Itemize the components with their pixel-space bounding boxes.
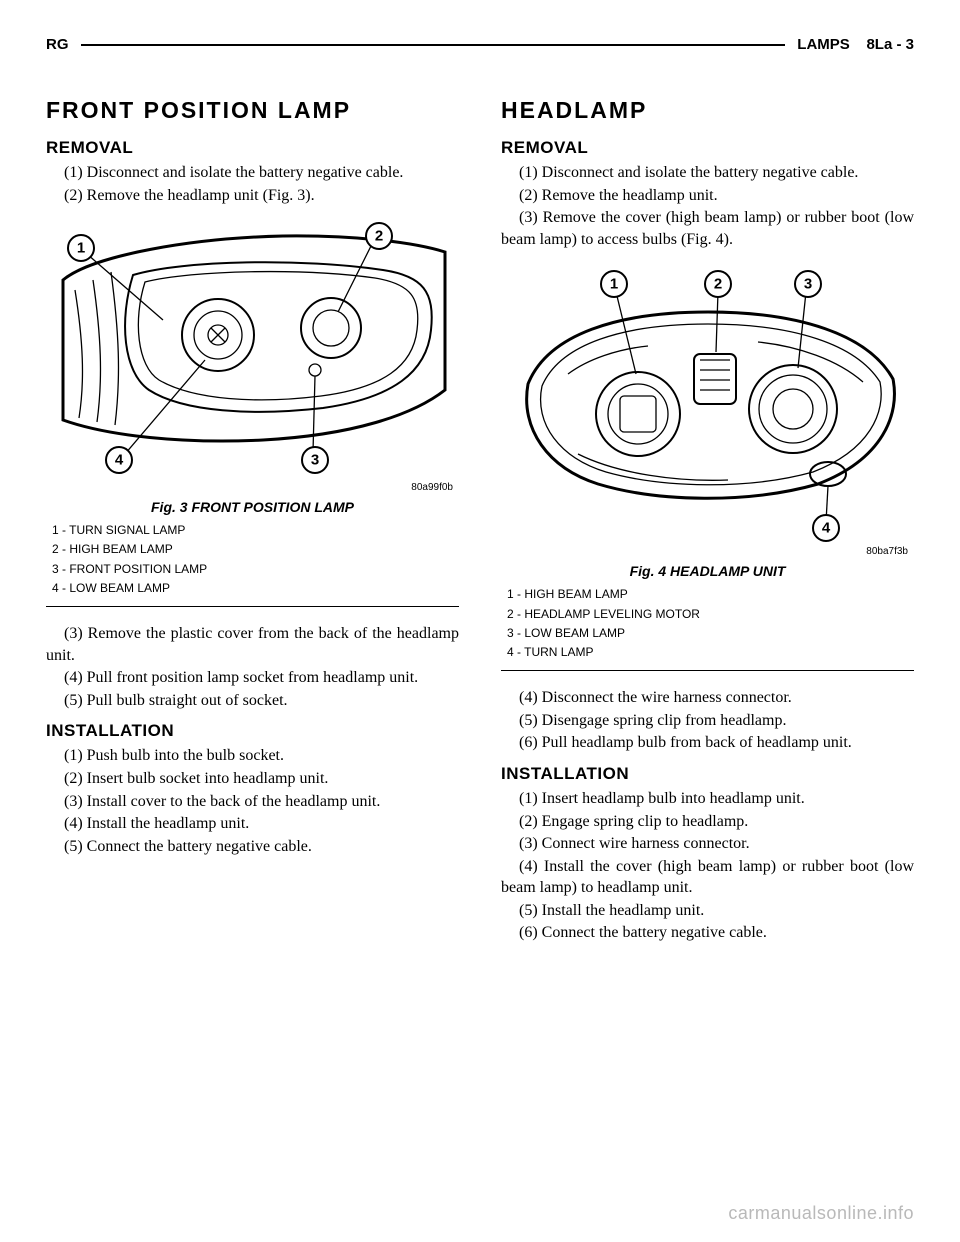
legend-item: 2 - HEADLAMP LEVELING MOTOR — [507, 605, 914, 624]
headlamp-title: HEADLAMP — [501, 97, 914, 124]
removal-step: (1) Disconnect and isolate the battery n… — [501, 162, 914, 184]
install-step: (1) Insert headlamp bulb into headlamp u… — [501, 788, 914, 810]
legend-item: 4 - TURN LAMP — [507, 643, 914, 662]
figure-3-legend: 1 - TURN SIGNAL LAMP 2 - HIGH BEAM LAMP … — [52, 521, 459, 598]
installation-heading: INSTALLATION — [46, 721, 459, 741]
svg-text:1: 1 — [609, 276, 617, 293]
svg-text:2: 2 — [374, 228, 382, 245]
figure-3: 1 2 3 4 80a99f0b Fig. 3 FRONT POSITION L… — [46, 220, 459, 515]
install-step: (2) Engage spring clip to headlamp. — [501, 811, 914, 833]
figure-4-id: 80ba7f3b — [501, 546, 914, 557]
removal-step: (2) Remove the headlamp unit. — [501, 185, 914, 207]
removal-heading: REMOVAL — [501, 138, 914, 158]
removal-step: (5) Pull bulb straight out of socket. — [46, 690, 459, 712]
headlamp-unit-diagram: 1 2 3 4 — [508, 264, 908, 544]
figure-4: 1 2 3 4 80ba7f3b Fig. 4 HEADLAMP UNIT — [501, 264, 914, 579]
install-step: (4) Install the cover (high beam lamp) o… — [501, 856, 914, 899]
svg-text:4: 4 — [821, 520, 830, 537]
legend-rule — [501, 670, 914, 671]
installation-heading: INSTALLATION — [501, 764, 914, 784]
left-column: FRONT POSITION LAMP REMOVAL (1) Disconne… — [46, 97, 459, 944]
install-step: (4) Install the headlamp unit. — [46, 813, 459, 835]
page-header: RG LAMPS 8La - 3 — [46, 36, 914, 53]
figure-3-id: 80a99f0b — [46, 482, 459, 493]
svg-text:1: 1 — [76, 240, 84, 257]
removal-step: (5) Disengage spring clip from headlamp. — [501, 710, 914, 732]
install-step: (3) Connect wire harness connector. — [501, 833, 914, 855]
figure-4-legend: 1 - HIGH BEAM LAMP 2 - HEADLAMP LEVELING… — [507, 585, 914, 662]
removal-step: (4) Pull front position lamp socket from… — [46, 667, 459, 689]
removal-step: (6) Pull headlamp bulb from back of head… — [501, 732, 914, 754]
install-step: (5) Connect the battery negative cable. — [46, 836, 459, 858]
legend-item: 3 - LOW BEAM LAMP — [507, 624, 914, 643]
content-columns: FRONT POSITION LAMP REMOVAL (1) Disconne… — [46, 97, 914, 944]
right-column: HEADLAMP REMOVAL (1) Disconnect and isol… — [501, 97, 914, 944]
header-section: LAMPS 8La - 3 — [793, 36, 914, 53]
install-step: (3) Install cover to the back of the hea… — [46, 791, 459, 813]
header-model: RG — [46, 36, 73, 53]
legend-item: 1 - TURN SIGNAL LAMP — [52, 521, 459, 540]
removal-step: (1) Disconnect and isolate the battery n… — [46, 162, 459, 184]
legend-item: 3 - FRONT POSITION LAMP — [52, 560, 459, 579]
removal-step: (3) Remove the plastic cover from the ba… — [46, 623, 459, 666]
svg-text:4: 4 — [114, 452, 123, 469]
front-position-lamp-diagram: 1 2 3 4 — [53, 220, 453, 480]
figure-4-caption: Fig. 4 HEADLAMP UNIT — [501, 563, 914, 579]
install-step: (1) Push bulb into the bulb socket. — [46, 745, 459, 767]
figure-3-caption: Fig. 3 FRONT POSITION LAMP — [46, 499, 459, 515]
removal-step: (2) Remove the headlamp unit (Fig. 3). — [46, 185, 459, 207]
legend-item: 4 - LOW BEAM LAMP — [52, 579, 459, 598]
svg-text:3: 3 — [310, 452, 318, 469]
removal-step: (4) Disconnect the wire harness connecto… — [501, 687, 914, 709]
header-rule — [81, 44, 786, 46]
front-position-lamp-title: FRONT POSITION LAMP — [46, 97, 459, 124]
legend-item: 1 - HIGH BEAM LAMP — [507, 585, 914, 604]
removal-step: (3) Remove the cover (high beam lamp) or… — [501, 207, 914, 250]
header-page-code: 8La - 3 — [866, 36, 914, 53]
svg-text:2: 2 — [713, 276, 721, 293]
legend-item: 2 - HIGH BEAM LAMP — [52, 540, 459, 559]
header-section-name: LAMPS — [797, 36, 850, 53]
legend-rule — [46, 606, 459, 607]
install-step: (5) Install the headlamp unit. — [501, 900, 914, 922]
install-step: (2) Insert bulb socket into headlamp uni… — [46, 768, 459, 790]
install-step: (6) Connect the battery negative cable. — [501, 922, 914, 944]
watermark: carmanualsonline.info — [728, 1203, 914, 1224]
removal-heading: REMOVAL — [46, 138, 459, 158]
svg-text:3: 3 — [803, 276, 811, 293]
